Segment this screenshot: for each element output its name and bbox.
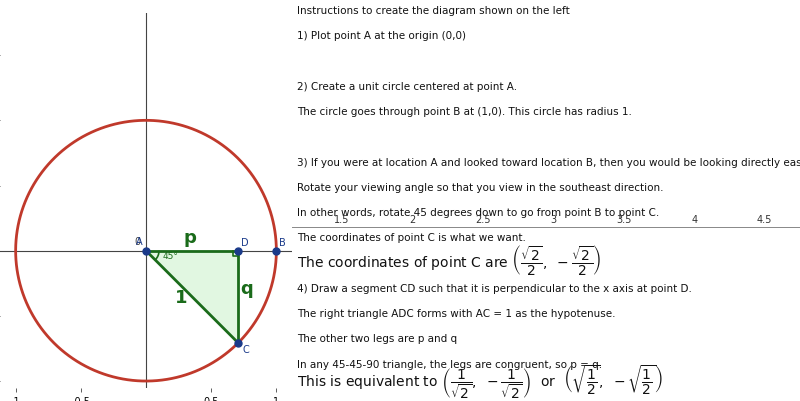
Text: 3) If you were at location A and looked toward location B, then you would be loo: 3) If you were at location A and looked … [297,158,800,168]
Text: 2) Create a unit circle centered at point A.: 2) Create a unit circle centered at poin… [297,82,518,92]
Text: 1: 1 [175,289,187,307]
Text: 1) Plot point A at the origin (0,0): 1) Plot point A at the origin (0,0) [297,31,466,41]
Text: q: q [241,280,254,298]
Text: In other words, rotate 45 degrees down to go from point B to point C.: In other words, rotate 45 degrees down t… [297,208,659,218]
Text: The other two legs are p and q: The other two legs are p and q [297,334,458,344]
Text: The coordinates of point C is what we want.: The coordinates of point C is what we wa… [297,233,526,243]
Text: B: B [279,238,286,248]
Text: 4: 4 [691,215,698,225]
Text: A: A [135,237,142,247]
Text: 2.5: 2.5 [474,215,490,225]
Text: The right triangle ADC forms with AC = 1 as the hypotenuse.: The right triangle ADC forms with AC = 1… [297,309,615,319]
Text: The circle goes through point B at (1,0). This circle has radius 1.: The circle goes through point B at (1,0)… [297,107,632,117]
Text: 0: 0 [134,237,141,247]
Text: D: D [241,238,249,248]
Text: p: p [184,229,197,247]
Polygon shape [146,251,238,343]
Text: Rotate your viewing angle so that you view in the southeast direction.: Rotate your viewing angle so that you vi… [297,183,663,193]
Text: In any 45-45-90 triangle, the legs are congruent, so p = q.: In any 45-45-90 triangle, the legs are c… [297,360,602,370]
Text: 4.5: 4.5 [757,215,773,225]
Text: 45°: 45° [162,252,178,261]
Text: 1.5: 1.5 [334,215,349,225]
Text: 4) Draw a segment CD such that it is perpendicular to the x axis at point D.: 4) Draw a segment CD such that it is per… [297,284,692,294]
Text: 3: 3 [550,215,556,225]
Text: C: C [242,346,249,355]
Text: Instructions to create the diagram shown on the left: Instructions to create the diagram shown… [297,6,570,16]
Text: The coordinates of point C are $\left(\dfrac{\sqrt{2}}{2},\ -\dfrac{\sqrt{2}}{2}: The coordinates of point C are $\left(\d… [297,243,602,277]
Text: This is equivalent to $\left(\dfrac{1}{\sqrt{2}},\ -\dfrac{1}{\sqrt{2}}\right)$$: This is equivalent to $\left(\dfrac{1}{\… [297,363,663,401]
Text: 2: 2 [409,215,415,225]
Text: 3.5: 3.5 [616,215,631,225]
